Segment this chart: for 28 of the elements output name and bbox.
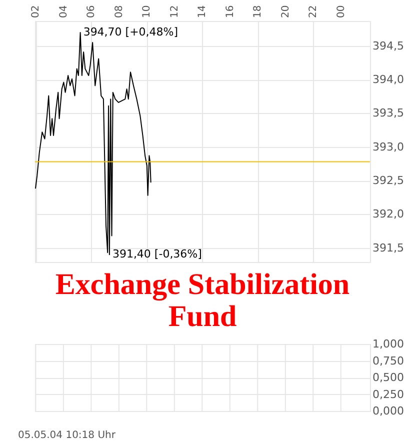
- x-tick-label: 00: [336, 5, 347, 18]
- text: Exchange Stabilization Fund: [55, 268, 350, 333]
- x-tick-label: 08: [114, 5, 125, 18]
- x-tick-label: 20: [280, 5, 292, 18]
- y-tick-label: 394,5: [372, 39, 404, 52]
- x-tick-label: 14: [197, 5, 208, 18]
- y-tick-label: 391,5: [372, 241, 404, 254]
- x-tick-label: 10: [142, 5, 153, 18]
- annotation: 391,40 [-0,36%]: [112, 248, 202, 261]
- y-tick-label: 0,750: [372, 354, 404, 368]
- x-tick-label: 06: [86, 5, 98, 18]
- y-tick-label: 394,0: [372, 73, 404, 86]
- y-tick-label: 392,5: [372, 174, 404, 188]
- annotation: 394,70 [+0,48%]: [83, 25, 178, 38]
- x-tick-label: 04: [58, 5, 70, 18]
- y-tick-label: 0,500: [372, 371, 404, 384]
- y-tick-label: 393,5: [372, 106, 404, 120]
- y-tick-label: 393,0: [372, 140, 404, 154]
- y-tick-label: 0,250: [372, 388, 404, 401]
- y-tick-label: 0,000: [372, 404, 404, 418]
- x-tick-label: 12: [169, 5, 180, 18]
- y-tick-label: 392,0: [372, 208, 404, 221]
- x-tick-label: 16: [224, 5, 236, 18]
- text: 05.05.04 10:18 Uhr: [18, 430, 116, 441]
- x-tick-label: 18: [252, 5, 264, 18]
- x-tick-label: 22: [308, 5, 320, 18]
- y-tick-label: 1,000: [372, 338, 404, 350]
- x-tick-label: 02: [30, 5, 42, 18]
